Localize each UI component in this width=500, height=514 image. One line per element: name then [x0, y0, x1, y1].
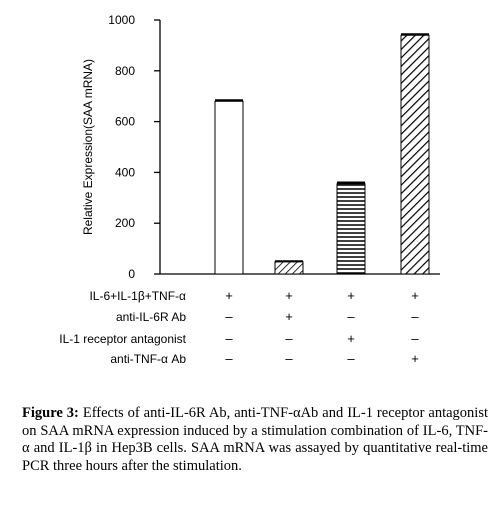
condition-sign: + [411, 288, 419, 303]
y-ticks: 0 200 400 600 800 1000 [108, 13, 160, 281]
y-tick-label: 1000 [108, 13, 135, 27]
bar-chart: 0 200 400 600 800 1000 Relative Expression(SA… [81, 13, 440, 281]
bar [336, 183, 366, 275]
bars [214, 33, 430, 275]
condition-sign: + [225, 288, 233, 303]
condition-sign: – [411, 309, 419, 324]
y-tick-label: 400 [115, 165, 135, 179]
caption-label: Figure 3: [22, 405, 79, 421]
y-tick-label: 0 [128, 267, 135, 281]
condition-sign: + [347, 331, 355, 346]
y-tick-label: 600 [115, 115, 135, 129]
condition-label: IL-6+IL-1β+TNF-α [89, 289, 186, 303]
condition-sign: – [347, 351, 355, 366]
y-tick-label: 200 [115, 216, 135, 230]
condition-sign: – [285, 351, 293, 366]
condition-sign: – [225, 309, 233, 324]
condition-sign: + [285, 288, 293, 303]
condition-sign: + [347, 288, 355, 303]
bar [214, 100, 244, 275]
condition-sign: – [347, 309, 355, 324]
bar [274, 261, 304, 275]
condition-sign: + [285, 309, 293, 324]
bar [400, 34, 430, 275]
condition-sign: – [285, 331, 293, 346]
caption-text: Effects of anti-IL-6R Ab, anti-TNF-αAb a… [22, 405, 489, 474]
condition-sign: – [225, 351, 233, 366]
condition-sign: – [411, 331, 419, 346]
condition-label: anti-TNF-α Ab [110, 352, 186, 366]
condition-label: anti-IL-6R Ab [115, 310, 186, 324]
y-tick-label: 800 [115, 64, 135, 78]
condition-sign: + [411, 351, 419, 366]
figure-caption: Figure 3: Effects of anti-IL-6R Ab, anti… [22, 405, 488, 475]
y-axis-label: Relative Expression(SAA mRNA) [81, 59, 95, 235]
condition-label: IL-1 receptor antagonist [59, 332, 186, 346]
condition-sign: – [225, 331, 233, 346]
